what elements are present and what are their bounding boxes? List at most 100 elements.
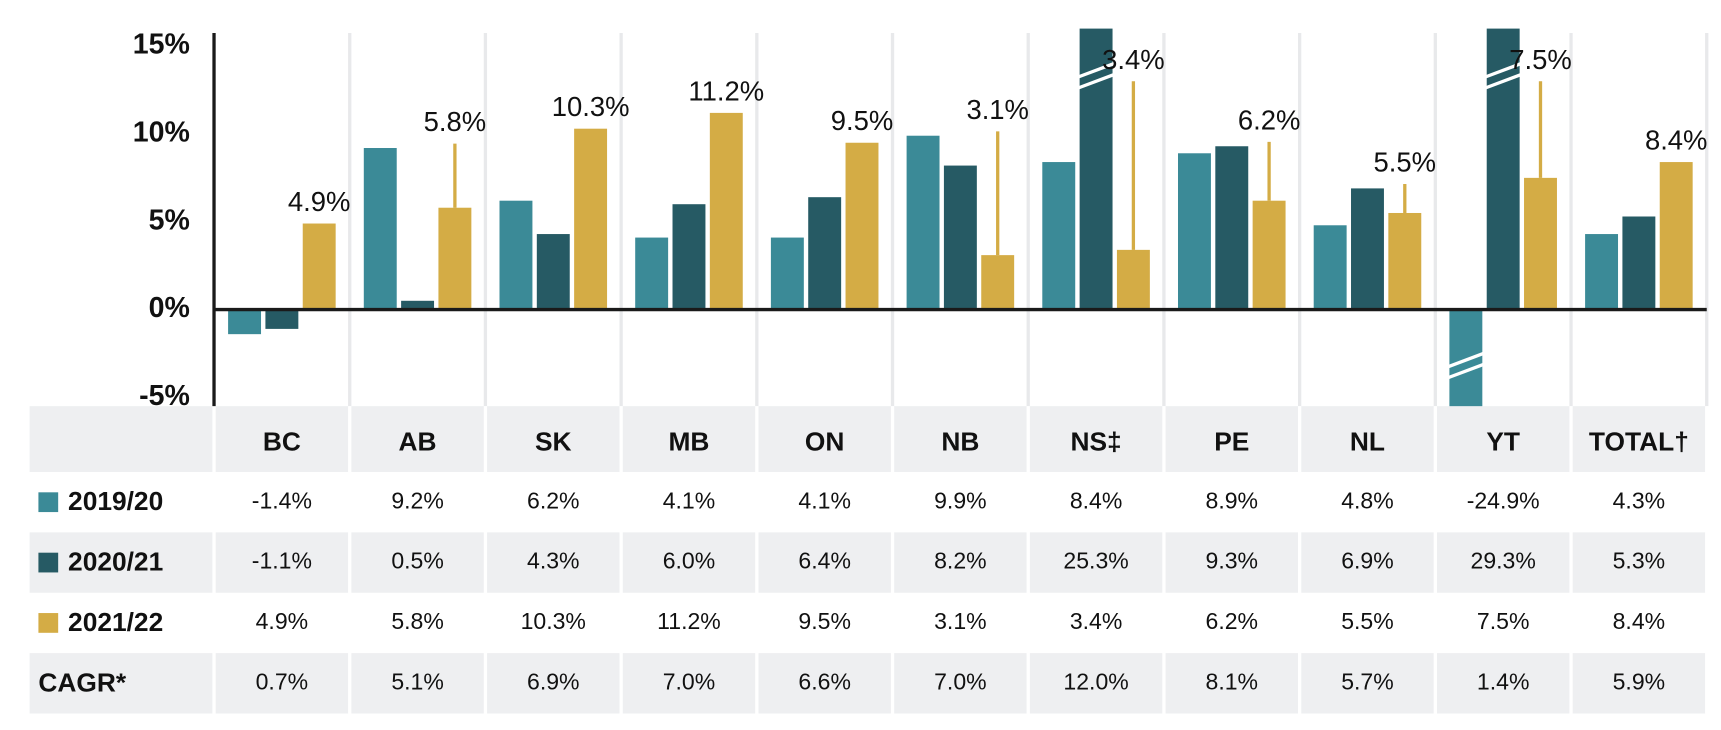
column-header: NB xyxy=(941,426,979,456)
axis-break xyxy=(1447,351,1485,369)
column-header: BC xyxy=(263,426,301,456)
table-cell: 9.5% xyxy=(798,608,850,634)
value-label: 3.4% xyxy=(1102,44,1165,75)
bar xyxy=(536,234,570,310)
column-header: AB xyxy=(399,426,437,456)
axis-break xyxy=(1485,73,1522,90)
y-tick-label: 5% xyxy=(149,204,190,236)
table-cell: 3.1% xyxy=(934,608,987,634)
bar xyxy=(672,204,706,310)
table-cell: 8.9% xyxy=(1206,487,1259,513)
table-cell: 8.4% xyxy=(1613,608,1666,634)
table-cell: 5.3% xyxy=(1613,548,1666,574)
column-header: PE xyxy=(1214,426,1249,456)
table-cell: 4.9% xyxy=(256,608,308,634)
table-cell: 8.2% xyxy=(934,548,987,574)
table-cell: 1.4% xyxy=(1477,668,1529,694)
table-header-bg xyxy=(29,406,1707,473)
bar xyxy=(1177,153,1211,310)
table-cell: 11.2% xyxy=(657,608,721,634)
column-header: ON xyxy=(805,426,845,456)
table-cell: 4.1% xyxy=(663,487,716,513)
bar xyxy=(1659,162,1693,310)
table-row-bg xyxy=(29,532,1707,593)
bar xyxy=(770,237,804,310)
bar xyxy=(401,300,435,310)
table-cell: 4.8% xyxy=(1341,487,1394,513)
column-header: TOTAL† xyxy=(1589,426,1689,456)
table-cell: -24.9% xyxy=(1467,487,1540,513)
bar xyxy=(1388,212,1422,310)
table-cell: 6.9% xyxy=(527,668,580,694)
table-row-bg xyxy=(29,653,1707,714)
column-header: MB xyxy=(669,426,710,456)
table-cell: 7.0% xyxy=(663,668,716,694)
table-cell: 4.3% xyxy=(527,548,580,574)
bar xyxy=(438,207,472,310)
bar xyxy=(808,197,842,310)
column-header: NS‡ xyxy=(1070,426,1121,456)
table-cell: 8.4% xyxy=(1070,487,1122,513)
value-label: 5.5% xyxy=(1374,147,1437,178)
axis-break xyxy=(1077,62,1115,79)
bar xyxy=(265,309,299,329)
bar xyxy=(1449,309,1483,407)
bar xyxy=(943,165,977,310)
legend-label: 2020/21 xyxy=(68,547,163,577)
y-tick-label: 10% xyxy=(133,116,190,148)
bar xyxy=(574,128,608,310)
y-tick-label: -5% xyxy=(139,380,190,412)
bar xyxy=(302,223,336,310)
legend-swatch xyxy=(38,552,59,573)
bar xyxy=(1252,200,1286,310)
axis-break xyxy=(1447,362,1485,380)
table-cell: 6.4% xyxy=(798,548,850,574)
bar xyxy=(845,142,879,310)
y-tick-label: 15% xyxy=(133,29,190,61)
column-header: YT xyxy=(1486,426,1520,456)
bar xyxy=(1116,249,1150,310)
bar xyxy=(228,309,262,335)
legend-swatch xyxy=(38,613,59,633)
value-label: 9.5% xyxy=(831,105,894,136)
table-cell: 3.4% xyxy=(1070,608,1122,634)
legend-label: 2019/20 xyxy=(68,486,163,516)
value-label: 10.3% xyxy=(552,91,630,122)
column-header: NL xyxy=(1350,426,1385,456)
axis-break xyxy=(1077,73,1115,90)
bar xyxy=(1042,162,1076,310)
value-label: 5.8% xyxy=(424,106,487,137)
table-cell: 4.3% xyxy=(1613,487,1666,513)
table-cell: 6.0% xyxy=(663,548,716,574)
table-cell: -1.1% xyxy=(252,548,312,574)
bar xyxy=(906,135,940,310)
value-label: 6.2% xyxy=(1238,104,1301,135)
bar xyxy=(499,200,533,310)
value-label: 11.2% xyxy=(688,75,764,106)
table-cell: 7.0% xyxy=(934,668,987,694)
table-cell: 10.3% xyxy=(521,608,586,634)
legend-swatch xyxy=(38,492,59,513)
table-cell: -1.4% xyxy=(252,487,312,513)
bar xyxy=(1313,225,1347,310)
value-label: 4.9% xyxy=(288,186,351,217)
table-cell: 6.2% xyxy=(1206,608,1259,634)
table-cell: 5.1% xyxy=(391,668,444,694)
table-cell: 29.3% xyxy=(1471,548,1536,574)
table-cell: 4.1% xyxy=(798,487,850,513)
table-cell: 0.7% xyxy=(256,668,308,694)
table-cell: 5.8% xyxy=(391,608,444,634)
bar xyxy=(1524,177,1557,310)
legend-label: 2021/22 xyxy=(68,607,163,637)
table-cell: 5.9% xyxy=(1613,668,1666,694)
table-cell: 7.5% xyxy=(1477,608,1529,634)
y-tick-label: 0% xyxy=(149,292,190,324)
bar xyxy=(709,112,743,310)
table-cell: 8.1% xyxy=(1206,668,1259,694)
table-cell: 6.2% xyxy=(527,487,580,513)
table-cell: 9.2% xyxy=(391,487,444,513)
table-cell: 6.6% xyxy=(798,668,850,694)
bar xyxy=(1585,234,1619,310)
value-label: 3.1% xyxy=(966,94,1029,125)
